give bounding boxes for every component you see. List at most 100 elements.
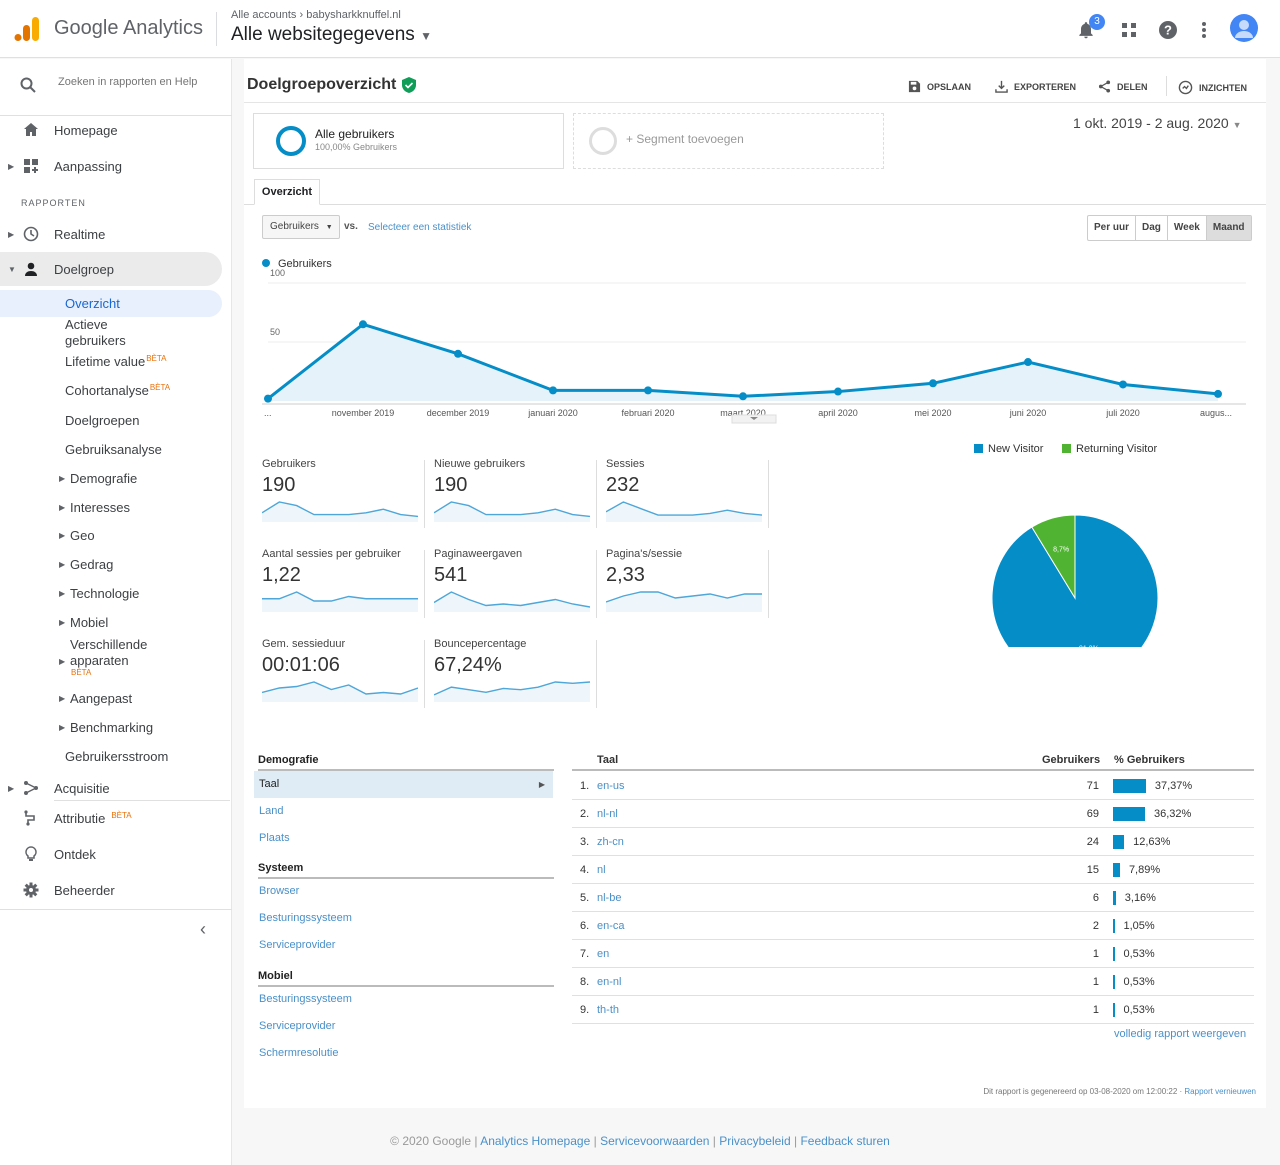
breadcrumb[interactable]: Alle accounts › babysharkknuffel.nl — [231, 9, 401, 21]
row-language-link[interactable]: en-nl — [597, 976, 622, 988]
export-button[interactable]: EXPORTEREN — [995, 80, 1076, 93]
insights-button[interactable]: INZICHTEN — [1178, 80, 1247, 95]
metric-tile[interactable]: Aantal sessies per gebruiker 1,22 — [262, 548, 422, 620]
nav-interests[interactable]: Interesses — [70, 500, 130, 515]
demographics-link[interactable]: Besturingssysteem — [259, 912, 352, 924]
row-users: 1 — [1092, 948, 1099, 960]
data-point[interactable] — [264, 394, 272, 403]
demographics-link[interactable]: Schermresolutie — [259, 1047, 339, 1059]
select-metric-link[interactable]: Selecteer een statistiek — [368, 222, 472, 233]
collapse-sidebar-icon[interactable]: ‹ — [200, 919, 206, 939]
nav-geo[interactable]: Geo — [70, 528, 95, 543]
legend-label[interactable]: New Visitor — [988, 443, 1044, 455]
data-point[interactable] — [1024, 358, 1032, 367]
nav-customization[interactable]: ▶ Aanpassing — [0, 149, 222, 183]
data-point[interactable] — [834, 387, 842, 396]
search-icon[interactable] — [20, 77, 36, 98]
share-button[interactable]: DELEN — [1098, 80, 1148, 93]
help-icon[interactable]: ? — [1156, 18, 1180, 42]
data-point[interactable] — [929, 379, 937, 388]
nav-audiences[interactable]: Doelgroepen — [65, 413, 140, 428]
nav-admin[interactable]: Beheerder — [0, 873, 222, 907]
nav-realtime[interactable]: ▶ Realtime — [0, 217, 222, 251]
demographics-link[interactable]: Land — [259, 805, 284, 817]
demographics-link[interactable]: Browser — [259, 885, 300, 897]
row-language-link[interactable]: en-us — [597, 780, 625, 792]
add-segment-button[interactable]: + Segment toevoegen — [573, 113, 884, 169]
tab-overview[interactable]: Overzicht — [254, 179, 320, 205]
nav-home[interactable]: Homepage — [0, 113, 222, 147]
metric-tile[interactable]: Nieuwe gebruikers 190 — [434, 458, 594, 530]
separator: | — [793, 1134, 798, 1148]
full-report-link[interactable]: volledig rapport weergeven — [1114, 1028, 1247, 1040]
metric-tile[interactable]: Pagina's/sessie 2,33 — [606, 548, 766, 620]
view-selector[interactable]: Alle websitegegevens ▼ — [231, 24, 432, 46]
analytics-logo-icon[interactable] — [14, 16, 40, 42]
period-hour-button[interactable]: Per uur — [1088, 216, 1137, 240]
period-month-button[interactable]: Maand — [1206, 216, 1251, 240]
data-point[interactable] — [549, 386, 557, 395]
date-range-picker[interactable]: 1 okt. 2019 - 2 aug. 2020 ▼ — [1073, 115, 1242, 131]
metric-tile[interactable]: Paginaweergaven 541 — [434, 548, 594, 620]
metric-tile[interactable]: Gebruikers 190 — [262, 458, 422, 530]
period-week-button[interactable]: Week — [1168, 216, 1207, 240]
demographics-link[interactable]: Serviceprovider — [259, 939, 336, 951]
breadcrumb-property[interactable]: babysharkknuffel.nl — [306, 9, 401, 21]
nav-cohort[interactable]: CohortanalyseBÈTA — [65, 383, 170, 398]
nav-users-flow[interactable]: Gebruikersstroom — [65, 749, 169, 764]
footer-link-terms[interactable]: Servicevoorwaarden — [600, 1134, 710, 1148]
row-language-link[interactable]: th-th — [597, 1004, 620, 1016]
search-input[interactable] — [58, 76, 206, 88]
save-button[interactable]: OPSLAAN — [908, 80, 971, 93]
data-point[interactable] — [739, 392, 747, 401]
data-point[interactable] — [359, 320, 367, 329]
apps-grid-icon[interactable] — [1117, 18, 1141, 42]
row-language-link[interactable]: en-ca — [597, 920, 625, 932]
nav-discover[interactable]: Ontdek — [0, 837, 222, 871]
nav-lifetime-value[interactable]: Lifetime valueBÈTA — [65, 354, 167, 369]
nav-demographics[interactable]: Demografie — [70, 471, 138, 486]
metric-tile[interactable]: Bouncepercentage 67,24% — [434, 638, 594, 710]
nav-cross-device[interactable]: Verschillende apparaten BÈTA — [70, 637, 170, 677]
row-language-link[interactable]: nl-be — [597, 892, 622, 904]
nav-custom[interactable]: Aangepast — [70, 691, 133, 706]
demographics-link[interactable]: Plaats — [259, 832, 290, 844]
row-language-link[interactable]: en — [597, 948, 610, 960]
nav-attribution[interactable]: Attributie BÈTA — [0, 801, 222, 835]
demographics-link[interactable]: Besturingssysteem — [259, 993, 352, 1005]
row-language-link[interactable]: zh-cn — [597, 836, 624, 848]
period-day-button[interactable]: Dag — [1136, 216, 1168, 240]
breadcrumb-accounts[interactable]: Alle accounts — [231, 9, 297, 21]
pie-slice[interactable] — [1031, 514, 1076, 600]
nav-user-explorer[interactable]: Gebruiksanalyse — [65, 442, 162, 457]
footer-link-feedback[interactable]: Feedback sturen — [800, 1134, 890, 1148]
demographics-link[interactable]: Taal ▶ — [254, 771, 553, 798]
legend-label[interactable]: Returning Visitor — [1076, 443, 1157, 455]
nav-overview-active[interactable]: Overzicht — [0, 290, 222, 317]
data-point[interactable] — [644, 386, 652, 395]
row-language-link[interactable]: nl — [597, 864, 606, 876]
data-point[interactable] — [1214, 389, 1222, 398]
nav-technology[interactable]: Technologie — [70, 586, 140, 601]
metric-dropdown[interactable]: Gebruikers ▼ — [262, 215, 340, 239]
metric-tile[interactable]: Sessies 232 — [606, 458, 766, 530]
pie-slice[interactable] — [991, 514, 1159, 647]
footer-link-analytics-home[interactable]: Analytics Homepage — [480, 1134, 591, 1148]
nav-acquisition[interactable]: ▶ Acquisitie — [0, 771, 222, 805]
nav-mobile[interactable]: Mobiel — [70, 615, 109, 630]
data-point[interactable] — [1119, 380, 1127, 389]
nav-behavior[interactable]: Gedrag — [70, 557, 114, 572]
metric-tile[interactable]: Gem. sessieduur 00:01:06 — [262, 638, 422, 710]
nav-audience[interactable]: ▼ Doelgroep — [0, 252, 222, 286]
segment-all-users[interactable]: Alle gebruikers 100,00% Gebruikers — [253, 113, 564, 169]
avatar[interactable] — [1230, 14, 1258, 42]
refresh-report-link[interactable]: Rapport vernieuwen — [1184, 1087, 1256, 1096]
more-vert-icon[interactable] — [1192, 18, 1216, 42]
demographics-link[interactable]: Serviceprovider — [259, 1020, 336, 1032]
data-point[interactable] — [454, 349, 462, 358]
row-language-link[interactable]: nl-nl — [597, 808, 618, 820]
metric-sparkline — [434, 681, 590, 702]
nav-benchmarking[interactable]: Benchmarking — [70, 720, 154, 735]
nav-active-users[interactable]: Actieve gebruikers — [65, 317, 126, 348]
footer-link-privacy[interactable]: Privacybeleid — [719, 1134, 791, 1148]
